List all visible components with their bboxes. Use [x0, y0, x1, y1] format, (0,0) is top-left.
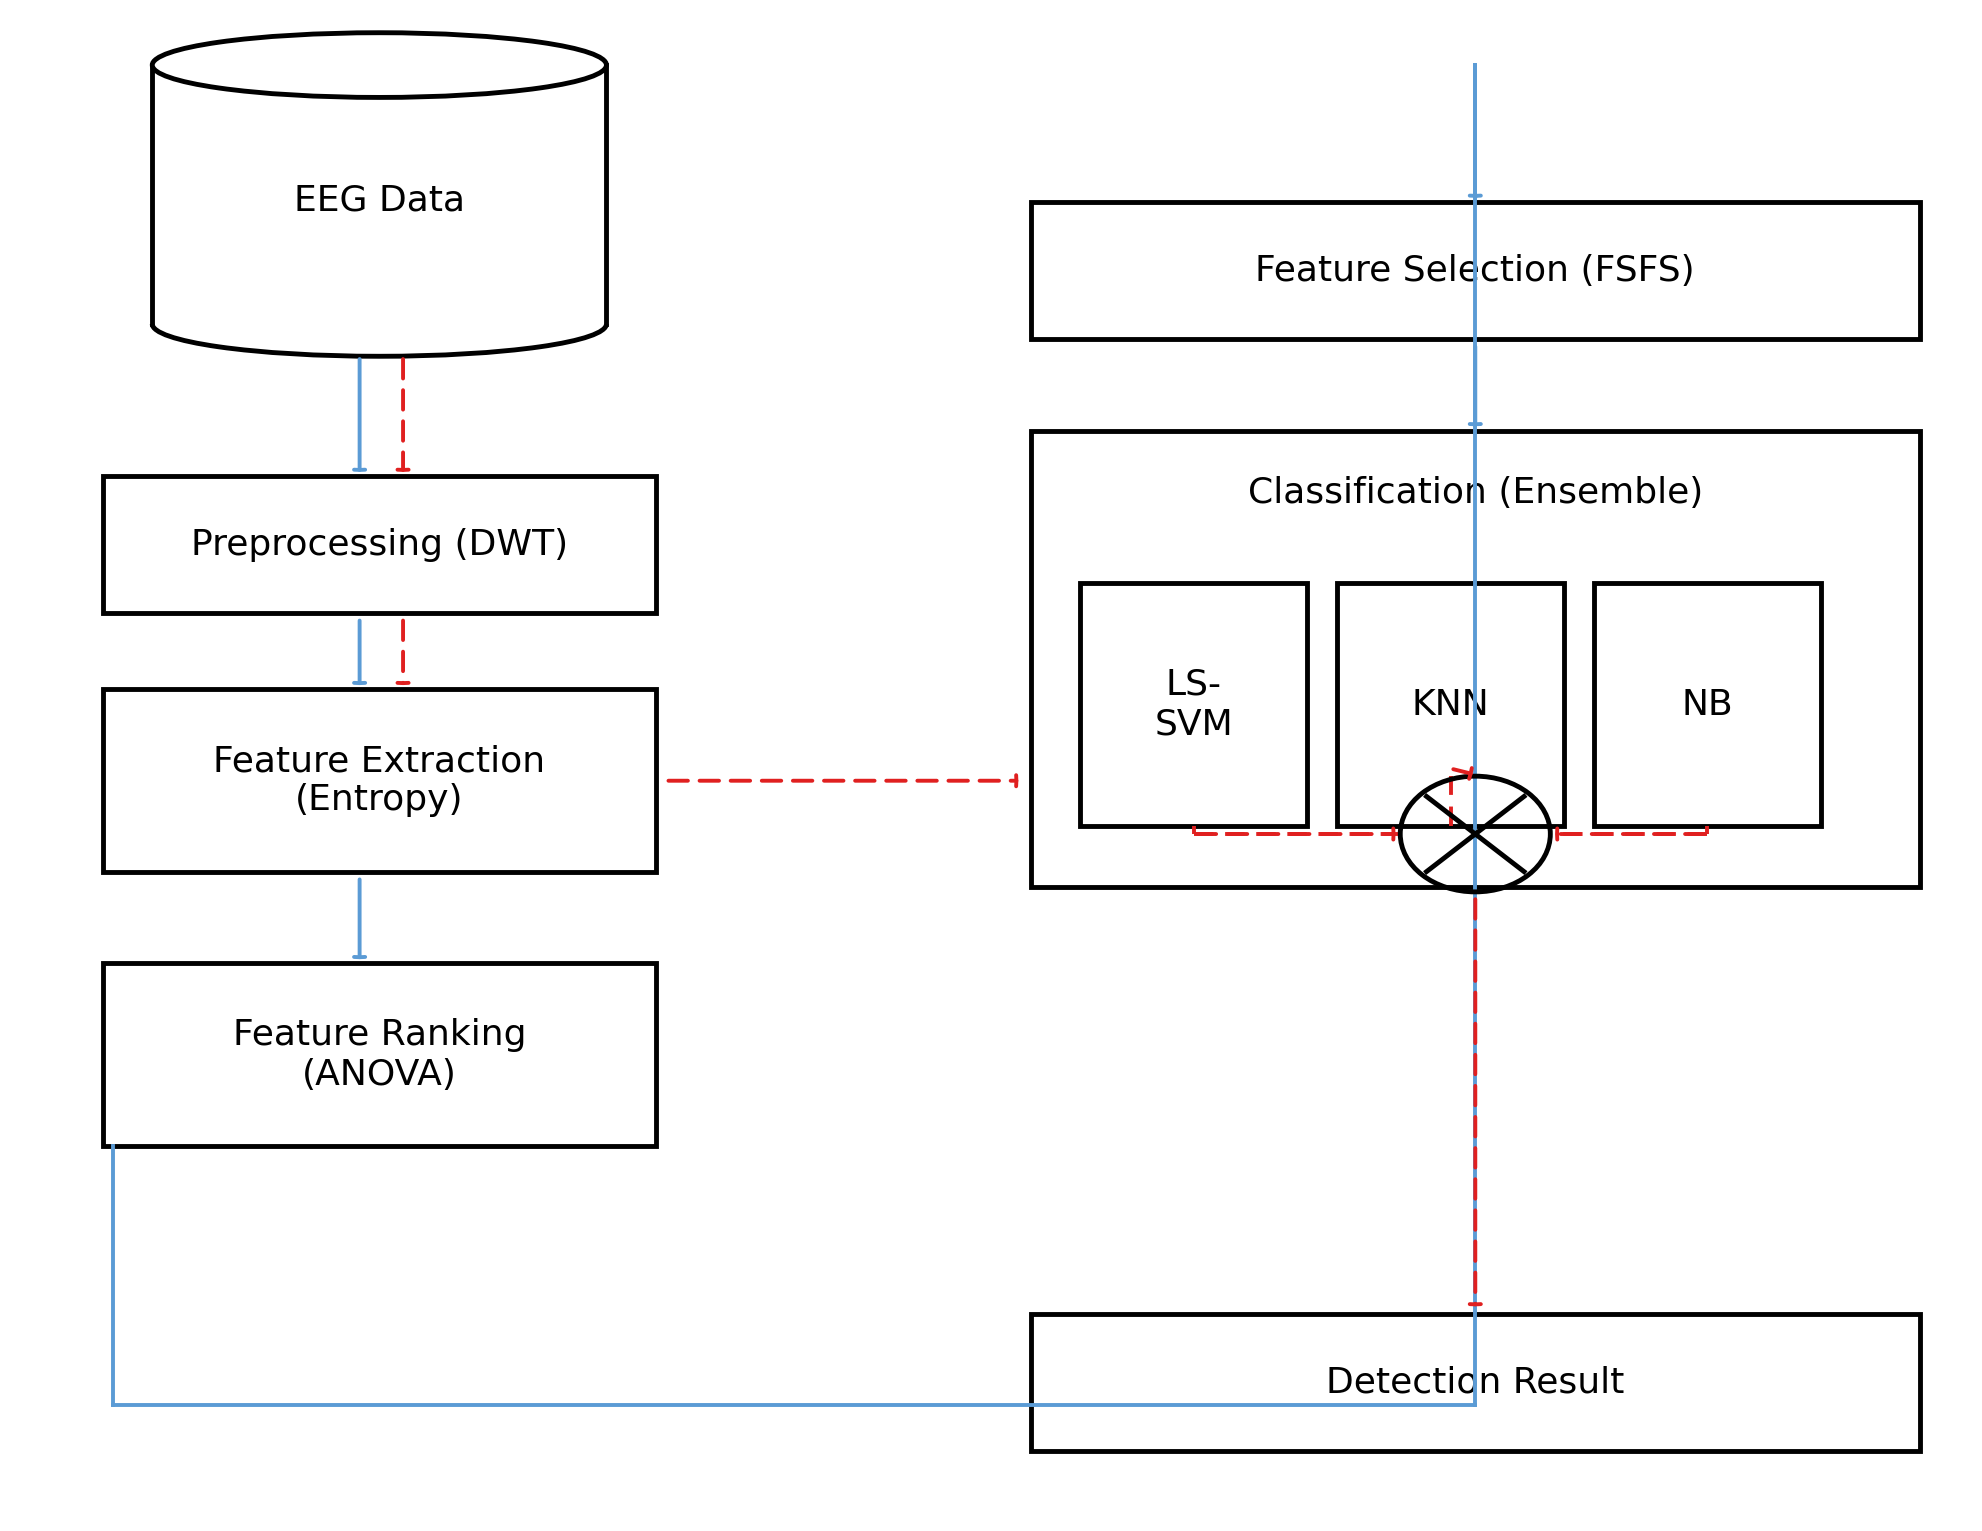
Text: Feature Selection (FSFS): Feature Selection (FSFS)	[1255, 254, 1695, 288]
Bar	[103, 476, 656, 614]
Text: NB: NB	[1681, 687, 1732, 721]
Bar	[103, 963, 656, 1147]
Text: LS-
SVM: LS- SVM	[1154, 668, 1233, 741]
Ellipse shape	[153, 32, 606, 98]
Bar	[103, 689, 656, 873]
Text: Classification (Ensemble): Classification (Ensemble)	[1247, 476, 1703, 510]
Bar	[1336, 583, 1564, 827]
Text: Feature Ranking
(ANOVA): Feature Ranking (ANOVA)	[232, 1018, 525, 1092]
Bar	[153, 66, 606, 325]
Text: Detection Result: Detection Result	[1326, 1366, 1623, 1399]
Text: EEG Data: EEG Data	[293, 184, 464, 217]
Bar	[1080, 583, 1306, 827]
Bar	[1031, 430, 1919, 888]
Text: Feature Extraction
(Entropy): Feature Extraction (Entropy)	[214, 744, 545, 818]
Bar	[1594, 583, 1819, 827]
Bar	[1031, 1314, 1919, 1451]
Bar	[1031, 202, 1919, 340]
Text: Preprocessing (DWT): Preprocessing (DWT)	[190, 528, 567, 562]
Text: KNN: KNN	[1411, 687, 1488, 721]
